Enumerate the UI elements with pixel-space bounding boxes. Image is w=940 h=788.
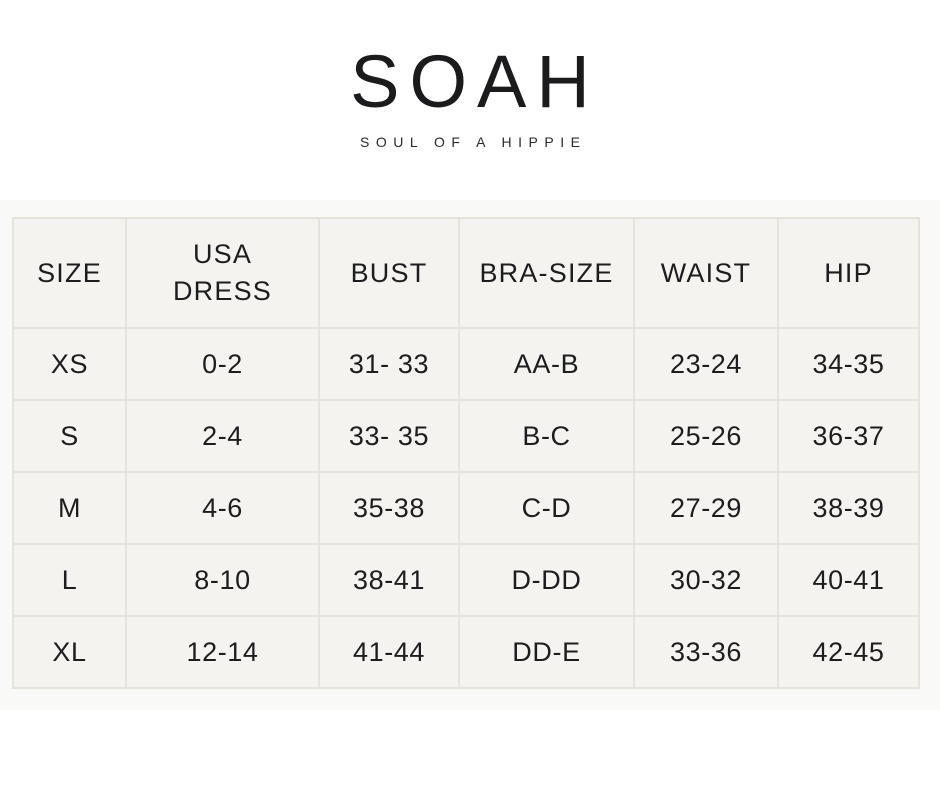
- measurement-cell: 12-14: [125, 615, 320, 689]
- size-chart-header-row: SIZE USA DRESS BUST BRA-SIZE WAIST HIP: [12, 217, 920, 329]
- table-row-l: L 8-10 38-41 D-DD 30-32 40-41: [12, 543, 920, 617]
- brand-logo: SOAH: [350, 40, 600, 123]
- measurement-cell: 38-39: [777, 471, 920, 545]
- size-chart-body: XS 0-2 31- 33 AA-B 23-24 34-35 S 2-4 33- 35 B-C 25…: [12, 327, 920, 689]
- measurement-cell: 33-36: [633, 615, 779, 689]
- table-row-xs: XS 0-2 31- 33 AA-B 23-24 34-35: [12, 327, 920, 401]
- measurement-cell: C-D: [458, 471, 635, 545]
- measurement-cell: 38-41: [318, 543, 460, 617]
- size-label-cell: L: [12, 543, 127, 617]
- measurement-cell: D-DD: [458, 543, 635, 617]
- measurement-cell: 36-37: [777, 399, 920, 473]
- column-header-bra-size: BRA-SIZE: [458, 217, 635, 329]
- size-label-cell: XL: [12, 615, 127, 689]
- brand-tagline: SOUL OF A HIPPIE: [360, 134, 587, 150]
- measurement-cell: DD-E: [458, 615, 635, 689]
- measurement-cell: 23-24: [633, 327, 779, 401]
- table-row-xl: XL 12-14 41-44 DD-E 33-36 42-45: [12, 615, 920, 689]
- size-label-cell: M: [12, 471, 127, 545]
- brand-header: SOAH SOUL OF A HIPPIE: [0, 0, 940, 151]
- measurement-cell: 42-45: [777, 615, 920, 689]
- column-header-bust: BUST: [318, 217, 460, 329]
- table-row-m: M 4-6 35-38 C-D 27-29 38-39: [12, 471, 920, 545]
- measurement-cell: 30-32: [633, 543, 779, 617]
- column-header-usa-dress: USA DRESS: [125, 217, 320, 329]
- measurement-cell: 0-2: [125, 327, 320, 401]
- measurement-cell: 25-26: [633, 399, 779, 473]
- measurement-cell: 27-29: [633, 471, 779, 545]
- measurement-cell: B-C: [458, 399, 635, 473]
- measurement-cell: 41-44: [318, 615, 460, 689]
- measurement-cell: 35-38: [318, 471, 460, 545]
- size-label-cell: S: [12, 399, 127, 473]
- measurement-cell: AA-B: [458, 327, 635, 401]
- measurement-cell: 34-35: [777, 327, 920, 401]
- measurement-cell: 2-4: [125, 399, 320, 473]
- size-chart-panel: SIZE USA DRESS BUST BRA-SIZE WAIST HIP XS 0-2 3…: [0, 200, 940, 710]
- measurement-cell: 4-6: [125, 471, 320, 545]
- measurement-cell: 33- 35: [318, 399, 460, 473]
- measurement-cell: 8-10: [125, 543, 320, 617]
- column-header-size: SIZE: [12, 217, 127, 329]
- column-header-waist: WAIST: [633, 217, 779, 329]
- measurement-cell: 31- 33: [318, 327, 460, 401]
- size-chart-table: SIZE USA DRESS BUST BRA-SIZE WAIST HIP XS 0-2 3…: [12, 217, 920, 689]
- size-label-cell: XS: [12, 327, 127, 401]
- column-header-hip: HIP: [777, 217, 920, 329]
- table-row-s: S 2-4 33- 35 B-C 25-26 36-37: [12, 399, 920, 473]
- measurement-cell: 40-41: [777, 543, 920, 617]
